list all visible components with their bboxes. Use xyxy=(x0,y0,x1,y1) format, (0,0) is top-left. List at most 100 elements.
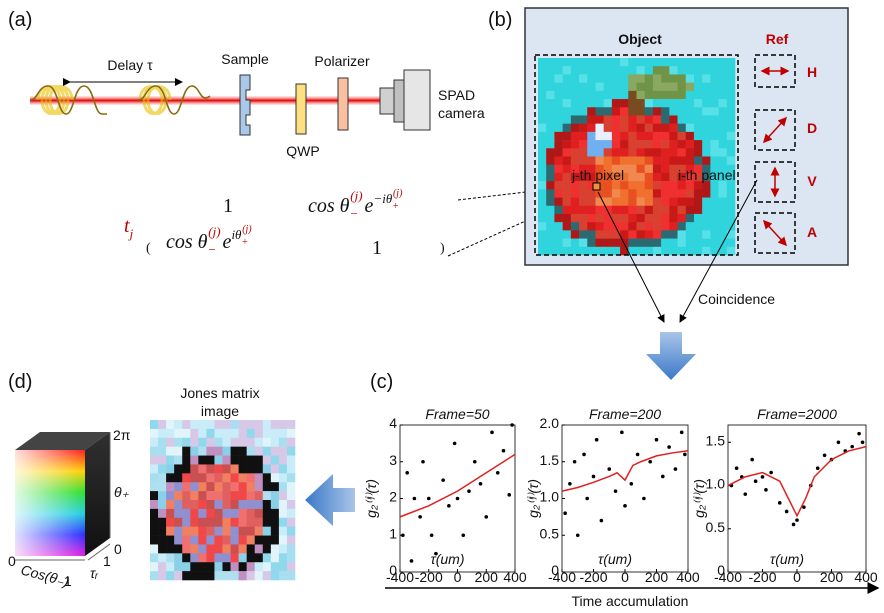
pixel xyxy=(637,140,646,149)
pixel xyxy=(653,124,662,133)
pixel xyxy=(158,420,166,429)
pixel xyxy=(538,206,547,215)
pixel xyxy=(158,429,166,438)
cube-side xyxy=(85,432,110,556)
pixel xyxy=(166,509,174,518)
pixel xyxy=(645,132,654,141)
pixel xyxy=(645,124,654,133)
pixel xyxy=(214,527,222,536)
pixel xyxy=(263,553,271,562)
data-point xyxy=(630,482,634,486)
pixel xyxy=(174,447,182,456)
pixel xyxy=(661,206,670,215)
pixel xyxy=(190,544,198,553)
pixel xyxy=(571,222,580,231)
pixel xyxy=(255,473,263,482)
pixel xyxy=(719,74,728,83)
pixel xyxy=(563,58,572,67)
pixel xyxy=(247,553,255,562)
pixel xyxy=(214,509,222,518)
data-point xyxy=(510,423,514,427)
pixel xyxy=(628,214,637,223)
pixel xyxy=(198,473,206,482)
pixel xyxy=(150,447,158,456)
pixel xyxy=(239,500,247,509)
pixel xyxy=(190,536,198,545)
pixel xyxy=(206,420,214,429)
pixel xyxy=(538,247,547,256)
pixel xyxy=(628,206,637,215)
pixel xyxy=(612,206,621,215)
pixel xyxy=(710,58,719,67)
pixel xyxy=(247,473,255,482)
pixel xyxy=(538,181,547,190)
pixel xyxy=(239,420,247,429)
y-tick-label: 2 xyxy=(389,489,397,505)
pixel xyxy=(247,438,255,447)
pixel xyxy=(231,482,239,491)
pixel xyxy=(620,157,629,166)
sample-label: Sample xyxy=(221,51,269,67)
pixel xyxy=(727,206,736,215)
pixel xyxy=(546,247,555,256)
pixel xyxy=(686,148,695,157)
pixel xyxy=(190,527,198,536)
pixel xyxy=(571,91,580,100)
pixel xyxy=(645,140,654,149)
pixel xyxy=(198,571,206,580)
pixel xyxy=(563,173,572,182)
pixel xyxy=(678,239,687,248)
paren-right: ) xyxy=(440,241,445,256)
x-tick-label: 200 xyxy=(475,569,499,585)
pixel xyxy=(563,99,572,108)
data-point xyxy=(743,492,747,496)
pixel xyxy=(661,115,670,124)
pixel xyxy=(579,222,588,231)
camera-body xyxy=(404,70,430,130)
panel-c: (c) Time accumulation Frame=50g₂⁽ⁱʲ⁾(τ)τ… xyxy=(363,371,878,609)
data-point xyxy=(764,488,768,492)
pixel xyxy=(653,140,662,149)
data-point xyxy=(418,515,422,519)
pixel xyxy=(206,429,214,438)
pixel xyxy=(571,58,580,67)
pixel xyxy=(710,99,719,108)
pixel xyxy=(158,536,166,545)
panel-label-text: i-th panel xyxy=(678,167,736,183)
pixel xyxy=(239,536,247,545)
pixel xyxy=(727,214,736,223)
pixel xyxy=(661,181,670,190)
pixel xyxy=(661,107,670,116)
pixel xyxy=(579,189,588,198)
pixel xyxy=(255,536,263,545)
pixel xyxy=(669,74,678,83)
pixel xyxy=(719,132,728,141)
pixel xyxy=(702,214,711,223)
panel-label: (b) xyxy=(488,9,512,31)
pixel xyxy=(271,447,279,456)
pixel xyxy=(661,99,670,108)
pixel xyxy=(678,140,687,149)
ref-label: A xyxy=(807,224,817,240)
pixel xyxy=(694,206,703,215)
pixel xyxy=(247,429,255,438)
pixel-label: j-th pixel xyxy=(571,167,624,183)
pixel xyxy=(182,553,190,562)
pixel xyxy=(628,74,637,83)
pixel xyxy=(612,132,621,141)
pixel xyxy=(182,482,190,491)
pixel xyxy=(702,132,711,141)
pixel xyxy=(239,553,247,562)
pixel xyxy=(661,214,670,223)
x-tick-label: 200 xyxy=(820,569,844,585)
pixel xyxy=(206,553,214,562)
pixel xyxy=(637,115,646,124)
pixel xyxy=(710,148,719,157)
pixel xyxy=(612,66,621,75)
pixel xyxy=(645,214,654,223)
pixel xyxy=(645,189,654,198)
camera-lens xyxy=(380,88,394,114)
pixel xyxy=(628,165,637,174)
pixel xyxy=(719,140,728,149)
pixel xyxy=(546,230,555,239)
